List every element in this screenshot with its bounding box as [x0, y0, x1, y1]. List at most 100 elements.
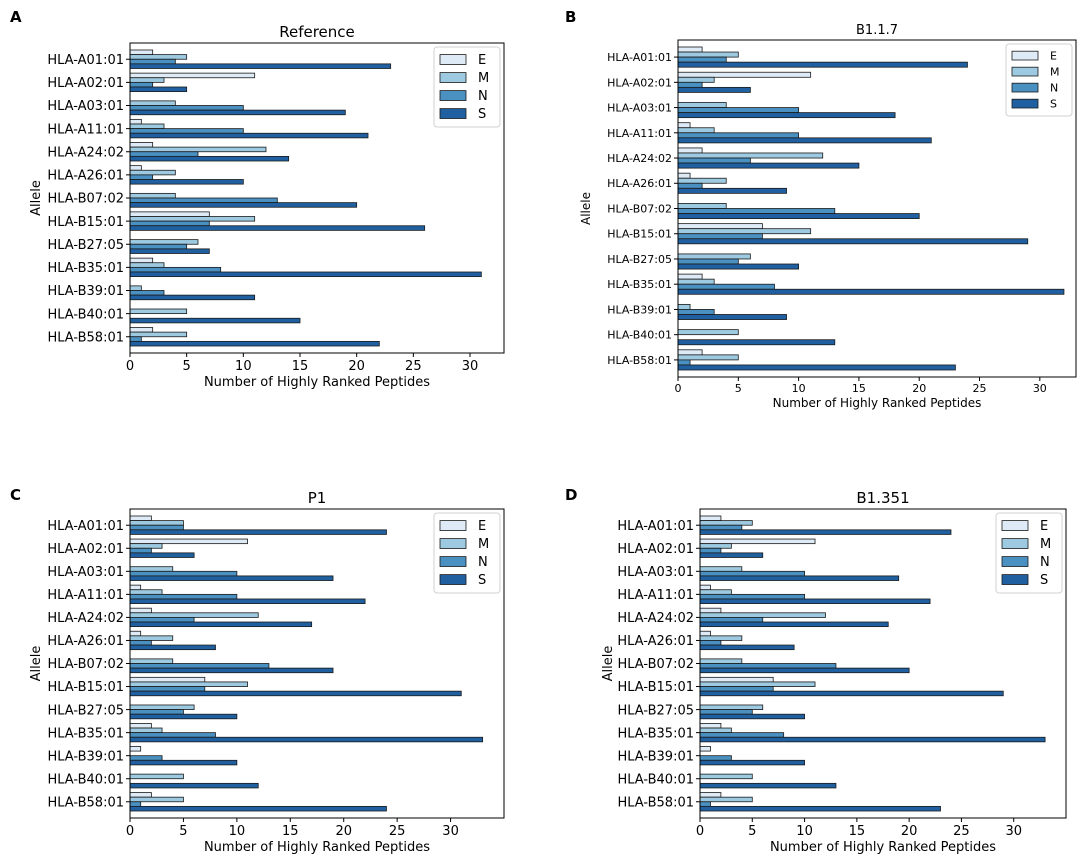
x-tick-label: 20	[901, 824, 918, 839]
bar-n-hlab1501	[699, 686, 774, 692]
y-tick-label: HLA-A01:01	[607, 51, 672, 64]
bar-n-hlaa2601	[699, 640, 722, 646]
bar-e-hlaa0201	[129, 538, 248, 545]
y-tick-label: HLA-B35:01	[617, 726, 694, 741]
bar-n-hlaa0201	[129, 547, 152, 554]
bar-s-hlaa2601	[677, 187, 787, 194]
x-tick-label: 20	[348, 359, 365, 374]
bar-s-hlaa1101	[699, 598, 931, 604]
x-tick-label: 5	[748, 824, 756, 839]
bar-n-hlab3901	[129, 290, 165, 296]
legend-label-s: S	[478, 107, 486, 122]
y-tick-label: HLA-A03:01	[47, 99, 124, 114]
chart-title: B1.1.7	[856, 23, 898, 38]
legend-label-s: S	[1040, 573, 1048, 588]
bar-m-hlaa1101	[677, 127, 715, 134]
legend-swatch-e	[439, 54, 467, 65]
x-tick-label: 30	[1033, 382, 1047, 395]
bar-s-hlaa0301	[129, 109, 346, 116]
chart-panel-d: D B1.351 HLA-A01:01 HLA-A02:01 HLA-A03:01 HLA…	[565, 486, 1067, 855]
bar-s-hlaa2402	[677, 162, 860, 169]
axes-frame	[129, 42, 505, 354]
legend-swatch-n	[439, 556, 467, 567]
bar-e-hlaa2601	[129, 165, 142, 171]
bar-n-hlab3901	[129, 755, 163, 761]
bar-m-hlaa0201	[129, 77, 165, 83]
bar-n-hlab3501	[129, 732, 216, 738]
panel-letter: A	[10, 8, 22, 26]
bar-m-hlaa0101	[677, 51, 739, 58]
panel-letter: C	[10, 486, 21, 504]
bar-n-hlaa0301	[699, 570, 805, 577]
bar-e-hlab5801	[699, 792, 722, 798]
x-tick-label: 20	[335, 824, 352, 839]
bar-e-hlaa0101	[677, 46, 703, 53]
legend-swatch-s	[439, 108, 467, 119]
y-tick-label: HLA-A01:01	[47, 53, 124, 68]
bar-e-hlab3501	[699, 723, 722, 729]
bar-m-hlab5801	[129, 796, 184, 803]
legend-label-m: M	[1050, 66, 1060, 79]
bar-e-hlaa2402	[129, 142, 154, 148]
y-tick-label: HLA-B58:01	[607, 354, 672, 367]
bar-n-hlaa1101	[129, 128, 244, 134]
y-tick-label: HLA-A11:01	[47, 588, 124, 603]
y-tick-label: HLA-B27:05	[617, 703, 694, 718]
y-tick-label: HLA-A26:01	[617, 634, 694, 649]
y-tick-label: HLA-A01:01	[47, 519, 124, 534]
panel-letter: B	[565, 8, 576, 26]
bar-s-hlaa2402	[129, 155, 290, 162]
bar-n-hlaa0101	[129, 524, 184, 531]
bar-s-hlab3501	[129, 736, 484, 743]
bar-m-hlaa2601	[677, 177, 727, 184]
legend-label-e: E	[478, 53, 486, 68]
y-tick-label: HLA-A24:02	[617, 611, 694, 626]
bar-m-hlab3501	[677, 278, 715, 285]
bar-m-hlaa2601	[129, 169, 176, 176]
bar-n-hlab3901	[677, 309, 715, 315]
bar-s-hlab2705	[129, 713, 238, 720]
bar-s-hlaa1101	[129, 132, 369, 139]
bar-s-hlab2705	[129, 248, 210, 254]
bar-e-hlaa1101	[677, 122, 691, 129]
bar-s-hlab0702	[129, 667, 334, 674]
bar-n-hlaa0101	[699, 524, 743, 531]
legend-swatch-m	[1001, 538, 1029, 549]
y-tick-label: HLA-A24:02	[607, 152, 672, 165]
bar-n-hlab3501	[129, 266, 222, 273]
y-tick-label: HLA-B07:02	[607, 202, 672, 215]
bar-m-hlab3901	[677, 303, 691, 310]
bar-n-hlaa0101	[677, 56, 727, 63]
x-axis-label: Number of Highly Ranked Peptides	[773, 396, 982, 410]
y-tick-label: HLA-A02:01	[47, 76, 124, 91]
bar-e-hlab3501	[129, 723, 152, 729]
legend-swatch-e	[1001, 520, 1029, 531]
x-tick-label: 0	[126, 824, 134, 839]
y-tick-label: HLA-B27:05	[47, 703, 124, 718]
y-tick-label: HLA-A02:01	[607, 76, 672, 89]
bar-n-hlab0702	[129, 197, 278, 204]
bar-n-hlab1501	[129, 686, 206, 692]
bar-m-hlaa2601	[699, 635, 743, 641]
y-tick-label: HLA-A02:01	[617, 542, 694, 557]
y-tick-label: HLA-B35:01	[47, 726, 124, 741]
x-axis-label: Number of Highly Ranked Peptides	[204, 840, 430, 855]
bar-s-hlaa2601	[129, 644, 216, 651]
bar-m-hlaa0301	[699, 566, 743, 572]
x-tick-label: 5	[179, 824, 187, 839]
bar-s-hlab3901	[129, 759, 238, 766]
bar-n-hlab3501	[699, 732, 785, 738]
y-tick-label: HLA-B39:01	[47, 284, 124, 299]
x-tick-label: 15	[282, 824, 299, 839]
bar-s-hlaa2402	[699, 621, 889, 628]
bar-m-hlab4001	[129, 773, 184, 780]
bar-s-hlaa2601	[129, 179, 244, 185]
y-tick-label: HLA-A03:01	[607, 102, 672, 115]
bar-s-hlab4001	[699, 782, 837, 789]
chart-panel-a: A Reference HLA-A01:01 HLA-A02:01 HLA-A03:01…	[10, 8, 505, 390]
bar-s-hlaa0101	[677, 61, 968, 68]
bar-s-hlab3501	[677, 288, 1065, 295]
bar-m-hlab1501	[677, 228, 812, 235]
bar-m-hlab3501	[129, 727, 163, 734]
